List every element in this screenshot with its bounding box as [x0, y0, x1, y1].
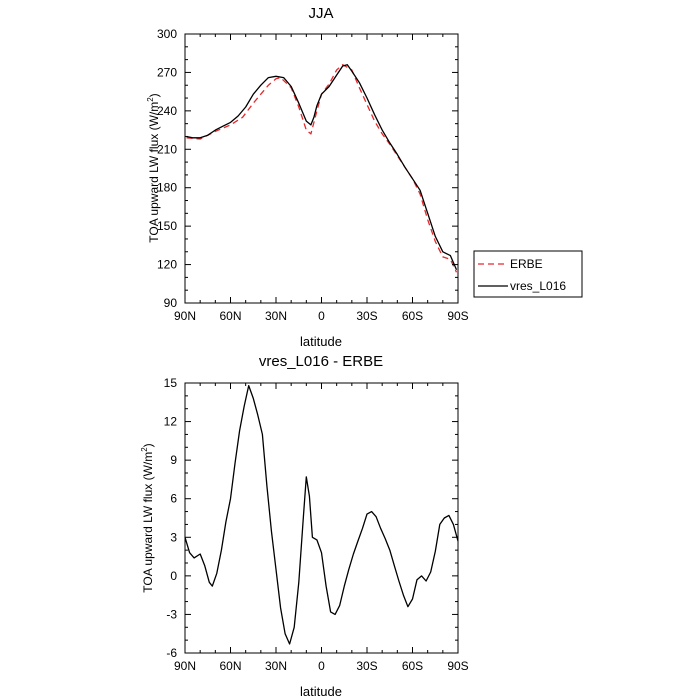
flux-x-tick-label: 60N	[219, 309, 241, 323]
difference-y-tick-label: 0	[170, 569, 177, 583]
difference-y-tick-label: 9	[170, 453, 177, 467]
difference-y-tick-label: 12	[164, 415, 178, 429]
flux-y-tick-label: 240	[157, 104, 177, 118]
difference-series-layer	[184, 384, 459, 645]
difference-x-tick-label: 90S	[447, 659, 468, 673]
flux-y-tick-label: 120	[157, 258, 177, 272]
flux-series-line-erbe	[186, 64, 458, 273]
difference-x-tick-label: 90N	[174, 659, 196, 673]
flux-y-tick-label: 210	[157, 142, 177, 156]
flux-x-axis-label: latitude	[300, 334, 342, 349]
difference-ticks-layer: 90N 60N 30N 0 30S 60S 90S -6 -3 0 3 6 9 12 15	[164, 376, 469, 673]
difference-series-line-0	[184, 384, 459, 645]
flux-chart-title: JJA	[308, 5, 333, 22]
flux-plot-frame	[184, 33, 459, 304]
flux-series-layer	[186, 64, 458, 273]
legend-erbe-label: ERBE	[510, 257, 543, 271]
difference-x-tick-label: 60S	[402, 659, 423, 673]
difference-y-tick-label: -6	[166, 646, 177, 660]
difference-y-tick-label: -3	[166, 607, 177, 621]
flux-y-tick-label: 90	[164, 296, 178, 310]
flux-y-axis-label: TOA upward LW flux (W/m2)	[146, 93, 161, 242]
flux-x-tick-label: 0	[318, 309, 325, 323]
difference-x-tick-label: 0	[318, 659, 325, 673]
difference-y-tick-label: 6	[170, 492, 177, 506]
flux-y-tick-label: 150	[157, 219, 177, 233]
difference-y-tick-label: 15	[164, 376, 178, 390]
difference-plot-frame	[184, 382, 459, 654]
legend-vres-label: vres_L016	[510, 279, 566, 293]
difference-y-tick-label: 3	[170, 530, 177, 544]
flux-x-tick-label: 60S	[402, 309, 423, 323]
legend: ERBE vres_L016	[473, 250, 583, 298]
difference-chart-title: vres_L016 - ERBE	[259, 353, 383, 370]
flux-x-tick-label: 90N	[174, 309, 196, 323]
flux-x-tick-label: 30S	[356, 309, 377, 323]
flux-ticks-layer: 90N 60N 30N 0 30S 60S 90S 90 120 150 180 210 240 270 3…	[157, 27, 469, 323]
flux-x-tick-label: 90S	[447, 309, 468, 323]
difference-x-tick-label: 30N	[265, 659, 287, 673]
legend-box	[473, 250, 583, 298]
difference-x-axis-label: latitude	[300, 684, 342, 699]
difference-x-tick-label: 30S	[356, 659, 377, 673]
flux-y-tick-label: 300	[157, 27, 177, 41]
difference-y-axis-label: TOA upward LW flux (W/m2)	[140, 443, 155, 592]
difference-x-tick-label: 60N	[219, 659, 241, 673]
flux-y-tick-label: 270	[157, 65, 177, 79]
flux-panel: JJA 90N 60N 30N 0 30S 60S 90S 90 120 150 180 210 240…	[146, 5, 583, 349]
flux-x-tick-label: 30N	[265, 309, 287, 323]
flux-series-line-vres-l016	[186, 64, 458, 270]
flux-y-tick-label: 180	[157, 181, 177, 195]
difference-panel: vres_L016 - ERBE 90N 60N 30N 0 30S 60S 90S -6 -3…	[140, 353, 469, 699]
